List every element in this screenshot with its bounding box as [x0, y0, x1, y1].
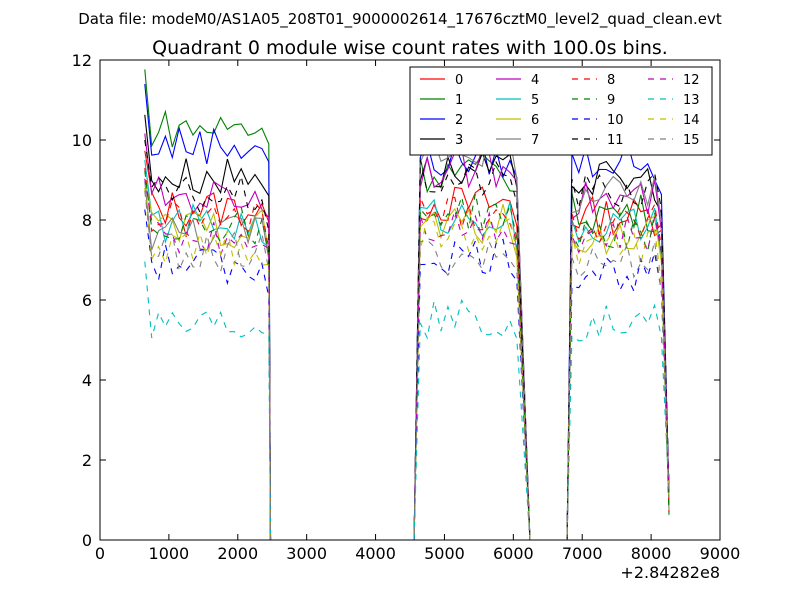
legend-label-6: 6 [531, 113, 539, 128]
y-tick-label: 4 [82, 371, 92, 390]
x-tick-label: 4000 [355, 544, 396, 563]
x-tick-label: 3000 [286, 544, 327, 563]
series-line-15 [144, 190, 670, 541]
series-line-12 [144, 178, 670, 541]
y-tick-label: 10 [72, 131, 92, 150]
x-tick-label: 1000 [149, 544, 190, 563]
legend-label-1: 1 [455, 93, 463, 108]
y-tick-label: 2 [82, 451, 92, 470]
x-tick-label: 5000 [424, 544, 465, 563]
legend-label-9: 9 [607, 93, 615, 108]
legend-label-14: 14 [683, 113, 700, 128]
legend-label-13: 13 [683, 93, 700, 108]
legend-label-12: 12 [683, 73, 700, 88]
x-offset-label: +2.84282e8 [620, 563, 720, 582]
series-line-9 [144, 170, 670, 541]
y-tick-label: 6 [82, 291, 92, 310]
legend-label-15: 15 [683, 133, 700, 148]
legend-label-0: 0 [455, 73, 463, 88]
x-tick-label: 0 [95, 544, 105, 563]
legend-label-2: 2 [455, 113, 463, 128]
series-line-3 [144, 114, 670, 541]
legend-label-10: 10 [607, 113, 624, 128]
x-tick-label: 8000 [631, 544, 672, 563]
series-line-6 [144, 178, 670, 541]
x-tick-label: 9000 [700, 544, 741, 563]
legend-label-7: 7 [531, 133, 539, 148]
y-tick-label: 0 [82, 531, 92, 550]
y-tick-label: 8 [82, 211, 92, 230]
series-line-4 [144, 133, 670, 541]
chart-title: Quadrant 0 module wise count rates with … [152, 37, 668, 59]
legend-label-11: 11 [607, 133, 624, 148]
legend-label-3: 3 [455, 133, 463, 148]
x-tick-label: 6000 [493, 544, 534, 563]
series-line-8 [144, 168, 670, 541]
legend-label-5: 5 [531, 93, 539, 108]
data-file-suptitle: Data file: modeM0/AS1A05_208T01_90000026… [78, 10, 722, 29]
series-line-14 [144, 188, 670, 541]
series-line-0 [144, 150, 670, 541]
legend-box [409, 66, 713, 156]
series-line-5 [144, 160, 670, 541]
x-tick-label: 2000 [217, 544, 258, 563]
legend-label-8: 8 [607, 73, 615, 88]
series-line-13 [144, 261, 670, 541]
y-tick-label: 12 [72, 51, 92, 70]
legend-label-4: 4 [531, 73, 539, 88]
x-tick-label: 7000 [562, 544, 603, 563]
series-line-10 [144, 209, 670, 541]
